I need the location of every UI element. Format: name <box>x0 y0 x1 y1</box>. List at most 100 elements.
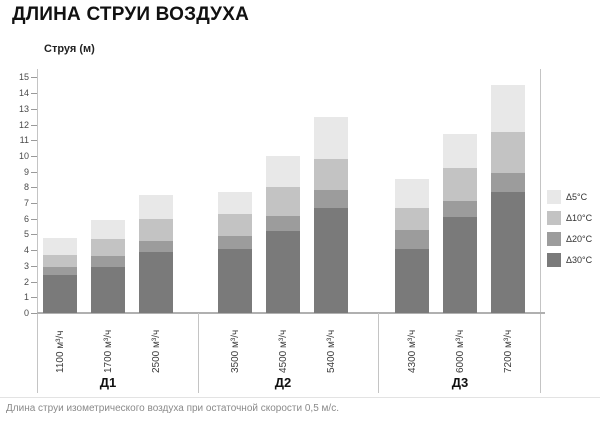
bar-segment-20C <box>218 236 252 249</box>
bar-category-text: 2500 м³/ч <box>151 329 162 373</box>
bar-segment-20C <box>266 215 300 232</box>
y-tick-mark <box>31 171 37 173</box>
bar-segment-20C <box>314 190 348 208</box>
chart-title: ДЛИНА СТРУИ ВОЗДУХА <box>12 4 249 25</box>
legend-item: Δ10°C <box>547 211 592 225</box>
bar-category-text: 1100 м³/ч <box>55 330 66 373</box>
bar-category-text: 1700 м³/ч <box>103 329 114 373</box>
y-tick-mark <box>31 77 37 79</box>
y-tick-label: 8 <box>23 182 29 193</box>
bar-segment-5C <box>443 133 477 169</box>
bar-segment-20C <box>443 201 477 218</box>
legend-label: Δ20°C <box>566 234 593 244</box>
y-axis-label: Струя (м) <box>44 43 95 55</box>
bar-category-label: 5400 м³/ч <box>326 330 369 386</box>
y-tick-label: 7 <box>23 198 29 209</box>
group-label-Д2: Д2 <box>274 375 292 390</box>
y-tick-mark <box>31 124 37 126</box>
y-tick-mark <box>31 313 37 314</box>
legend-swatch <box>547 190 561 204</box>
y-tick-label: 15 <box>18 72 29 83</box>
y-tick-label: 14 <box>18 88 29 99</box>
chart-footnote: Длина струи изометрического воздуха при … <box>6 403 339 414</box>
y-axis-line <box>37 69 38 393</box>
legend-swatch <box>547 211 561 225</box>
y-tick-label: 6 <box>23 213 29 224</box>
y-tick-mark <box>31 297 37 299</box>
x-axis-line <box>37 312 545 314</box>
legend-item: Δ20°C <box>547 232 592 246</box>
y-tick-mark <box>31 187 37 189</box>
legend-swatch <box>547 253 561 267</box>
legend: Δ5°C Δ10°C Δ20°C Δ30°C <box>547 190 592 274</box>
group-label-Д3: Д3 <box>451 375 469 390</box>
y-tick-label: 0 <box>23 308 29 318</box>
bar-segment-20C <box>91 256 125 268</box>
y-tick-mark <box>31 108 37 110</box>
y-tick-label: 3 <box>23 260 29 271</box>
y-tick-label: 13 <box>18 103 29 114</box>
bar-category-text: 4300 м³/ч <box>407 329 418 373</box>
bar-segment-5C <box>91 220 125 240</box>
bar-segment-10C <box>395 207 429 230</box>
legend-label: Δ5°C <box>566 192 588 202</box>
bar-segment-10C <box>91 239 125 257</box>
y-tick-mark <box>31 155 37 157</box>
bar-segment-30C <box>443 217 477 313</box>
bar-segment-20C <box>139 240 173 252</box>
bar-segment-10C <box>218 214 252 237</box>
bar-category-text: 5400 м³/ч <box>326 329 337 373</box>
bar-segment-5C <box>218 192 252 215</box>
bar-category-text: 3500 м³/ч <box>230 329 241 373</box>
y-tick-label: 2 <box>23 276 29 287</box>
bar-segment-10C <box>43 254 77 268</box>
legend-item: Δ30°C <box>547 253 592 267</box>
bar-segment-30C <box>218 248 252 313</box>
bar-segment-5C <box>314 116 348 160</box>
bar-category-label: 7200 м³/ч <box>503 330 546 386</box>
group-divider-line <box>378 313 379 393</box>
bar-segment-30C <box>491 192 525 313</box>
legend-label: Δ10°C <box>566 213 593 223</box>
bar-category-label: 2500 м³/ч <box>151 330 194 386</box>
right-border-line <box>540 69 541 393</box>
y-tick-label: 12 <box>18 119 29 130</box>
y-tick-mark <box>31 250 37 252</box>
bar-segment-20C <box>395 229 429 249</box>
bar-segment-5C <box>266 155 300 188</box>
bar-segment-10C <box>314 159 348 191</box>
bar-segment-10C <box>266 187 300 216</box>
bar-segment-30C <box>139 251 173 313</box>
y-tick-mark <box>31 140 37 142</box>
group-divider-line <box>198 313 199 393</box>
bar-segment-10C <box>491 132 525 174</box>
y-tick-label: 4 <box>23 245 29 256</box>
y-tick-mark <box>31 93 37 95</box>
y-tick-label: 1 <box>23 292 29 303</box>
y-tick-label: 5 <box>23 229 29 240</box>
bar-segment-10C <box>139 218 173 241</box>
bar-segment-30C <box>43 275 77 313</box>
bar-segment-30C <box>91 267 125 313</box>
y-tick-mark <box>31 234 37 236</box>
bar-segment-5C <box>491 85 525 133</box>
legend-swatch <box>547 232 561 246</box>
group-label-Д1: Д1 <box>99 375 117 390</box>
y-tick-label: 9 <box>23 166 29 177</box>
bar-segment-30C <box>266 231 300 313</box>
bar-segment-30C <box>395 248 429 313</box>
bar-segment-10C <box>443 168 477 202</box>
y-tick-mark <box>31 281 37 283</box>
bar-segment-30C <box>314 207 348 313</box>
bar-segment-20C <box>491 173 525 193</box>
y-tick-label: 10 <box>18 150 29 161</box>
y-tick-mark <box>31 218 37 220</box>
legend-item: Δ5°C <box>547 190 592 204</box>
y-tick-mark <box>31 265 37 267</box>
bar-category-text: 4500 м³/ч <box>278 329 289 373</box>
bar-segment-20C <box>43 267 77 276</box>
divider-line <box>0 397 600 398</box>
bar-segment-5C <box>139 195 173 219</box>
bar-category-text: 6000 м³/ч <box>455 329 466 373</box>
